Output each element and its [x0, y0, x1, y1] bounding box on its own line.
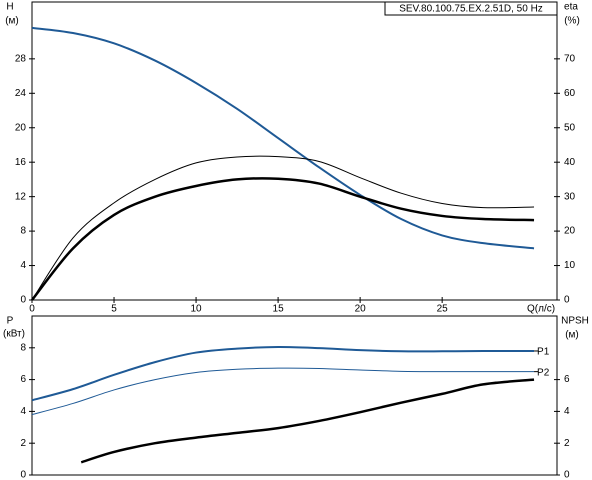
y-axis-label: H: [6, 2, 13, 13]
chart-title: SEV.80.100.75.EX.2.51D, 50 Hz: [399, 4, 543, 15]
x-tick-label: 10: [191, 304, 203, 315]
y2-tick-label: 0: [564, 295, 570, 306]
curve: [31, 177, 535, 301]
y-tick-label: 4: [20, 260, 26, 271]
y-tick-label: 0: [20, 295, 26, 306]
curve: [31, 367, 535, 416]
plot-frame: [31, 315, 558, 476]
y2-tick-label: 6: [564, 374, 570, 385]
y-axis-unit: (кВт): [3, 329, 25, 340]
x-tick-label: 15: [273, 304, 285, 315]
y-tick-label: 28: [15, 53, 27, 64]
y-tick-label: 6: [20, 374, 26, 385]
x-tick-label: 20: [355, 304, 367, 315]
y-tick-label: 8: [20, 226, 26, 237]
plot-frame: [31, 1, 558, 301]
x-tick-label: 0: [29, 304, 35, 315]
y2-axis-unit: (%): [564, 16, 580, 27]
y2-axis-unit: (м): [565, 330, 579, 341]
y-axis-unit: (м): [5, 16, 19, 27]
y2-tick-label: 2: [564, 438, 570, 449]
y-tick-label: 24: [15, 88, 27, 99]
y-tick-label: 0: [20, 470, 26, 480]
y2-tick-label: 10: [564, 260, 576, 271]
y-tick-label: 4: [20, 406, 26, 417]
y-tick-label: 16: [15, 157, 27, 168]
y-tick-label: 12: [15, 191, 27, 202]
y2-tick-label: 50: [564, 122, 576, 133]
x-tick-label: 5: [111, 304, 117, 315]
series-label: P1: [537, 347, 550, 358]
curve: [31, 155, 535, 301]
y-tick-label: 20: [15, 122, 27, 133]
x-tick-label: 25: [437, 304, 449, 315]
y2-axis-label: eta: [564, 2, 578, 13]
y2-tick-label: 40: [564, 157, 576, 168]
series-label: P2: [537, 367, 550, 378]
y2-tick-label: 4: [564, 406, 570, 417]
y2-axis-label: NPSH: [561, 316, 589, 327]
y-tick-label: 2: [20, 438, 26, 449]
curve: [31, 26, 535, 250]
x-axis-label: Q(л/с): [527, 304, 555, 315]
y2-tick-label: 60: [564, 88, 576, 99]
y2-tick-label: 70: [564, 53, 576, 64]
y2-tick-label: 20: [564, 226, 576, 237]
curve: [80, 378, 535, 464]
y2-tick-label: 30: [564, 191, 576, 202]
y-axis-label: P: [7, 316, 14, 327]
y2-tick-label: 0: [564, 470, 570, 480]
y-tick-label: 8: [20, 342, 26, 353]
curve: [31, 346, 535, 402]
